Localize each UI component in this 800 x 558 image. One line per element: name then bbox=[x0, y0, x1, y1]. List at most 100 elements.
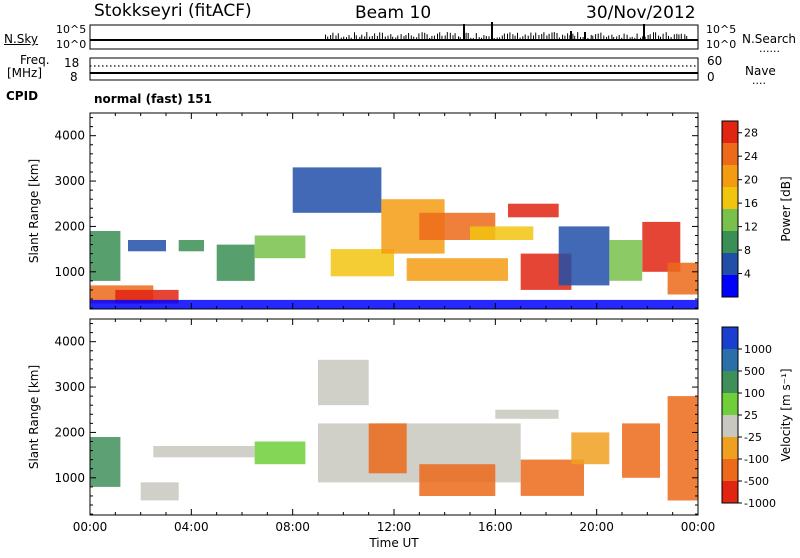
colorbar-swatch bbox=[722, 253, 738, 275]
scatter-region bbox=[140, 482, 179, 501]
scatter-region bbox=[495, 409, 559, 419]
y-tick-label: 1000 bbox=[54, 471, 85, 485]
colorbar-tick-label: -25 bbox=[744, 431, 762, 444]
scatter-region bbox=[558, 226, 610, 286]
colorbar-swatch bbox=[722, 121, 738, 143]
colorbar-swatch bbox=[722, 349, 738, 371]
freq-left-tick-top: 18 bbox=[64, 56, 80, 70]
noise-spikes bbox=[325, 22, 688, 40]
scatter-region bbox=[470, 226, 534, 240]
nave-right-tick-bottom: 0 bbox=[707, 70, 715, 84]
noise-panel-frame bbox=[89, 24, 699, 50]
colorbar-tick-label: 8 bbox=[744, 244, 751, 257]
y-tick-label: 2000 bbox=[54, 425, 85, 439]
velocity-panel: 1000 2000 3000 4000 00:00 04:00 08:00 12:00 16:0… bbox=[27, 318, 793, 550]
colorbar-tick-label: 4 bbox=[744, 268, 751, 281]
date-title: 30/Nov/2012 bbox=[586, 3, 696, 23]
nave-right-tick-top: 60 bbox=[707, 54, 723, 68]
freq-panel-frame bbox=[89, 57, 699, 81]
colorbar-frame bbox=[721, 120, 739, 298]
colorbar-tick-label: 100 bbox=[744, 387, 765, 400]
colorbar-swatch bbox=[722, 415, 738, 437]
scatter-region bbox=[368, 423, 407, 474]
noise-left-tick-bottom: 10^0 bbox=[56, 38, 87, 51]
noise-right-tick-bottom: 10^0 bbox=[706, 38, 737, 51]
colorbar-swatch bbox=[722, 275, 738, 297]
station-title: Stokkseyri (fitACF) bbox=[94, 1, 252, 21]
noise-right-tick-top: 10^5 bbox=[706, 23, 737, 36]
scatter-region bbox=[90, 437, 121, 487]
colorbar-tick-label: 20 bbox=[744, 174, 758, 187]
colorbar-tick-label: -500 bbox=[744, 475, 769, 488]
scatter-region bbox=[153, 446, 204, 458]
y-tick-label: 4000 bbox=[54, 129, 85, 143]
y-tick-label: 3000 bbox=[54, 380, 85, 394]
y-tick-label: 1000 bbox=[54, 265, 85, 279]
y-axis-label: Slant Range [km] bbox=[27, 365, 41, 469]
x-tick-label: 00:00 bbox=[73, 520, 108, 534]
colorbar-swatch bbox=[722, 371, 738, 393]
colorbar-swatch bbox=[722, 165, 738, 187]
freq-label-line2: [MHz] bbox=[7, 66, 43, 80]
colorbar-tick-label: 12 bbox=[744, 221, 758, 234]
scatter-region bbox=[406, 258, 508, 281]
scatter-region bbox=[571, 432, 610, 465]
colorbar-label: Power [dB] bbox=[779, 176, 793, 241]
panel-frame bbox=[89, 318, 699, 516]
scatter-region bbox=[667, 262, 698, 295]
scatter-region bbox=[128, 240, 166, 252]
scatter-region bbox=[667, 396, 698, 501]
nave-dots: .... bbox=[752, 74, 766, 87]
scatter-region bbox=[609, 240, 643, 281]
colorbar-tick-label: 24 bbox=[744, 150, 758, 163]
scatter-region bbox=[90, 231, 121, 281]
scatter-region bbox=[292, 167, 382, 213]
freq-left-tick-bottom: 8 bbox=[70, 70, 78, 84]
noise-left-tick-top: 10^5 bbox=[56, 23, 87, 36]
colorbar-swatch bbox=[722, 481, 738, 503]
nave-label: Nave bbox=[745, 64, 776, 78]
scatter-region bbox=[419, 464, 496, 496]
colorbar-swatch bbox=[722, 209, 738, 231]
x-tick-label: 16:00 bbox=[478, 520, 513, 534]
scatter-region bbox=[254, 235, 306, 259]
colorbar-swatch bbox=[722, 231, 738, 253]
colorbar-swatch bbox=[722, 187, 738, 209]
x-tick-label: 20:00 bbox=[579, 520, 614, 534]
y-tick-label: 4000 bbox=[54, 335, 85, 349]
nsearch-dots: ...... bbox=[759, 42, 780, 55]
scatter-region bbox=[178, 240, 204, 252]
colorbar-tick-label: -1000 bbox=[744, 497, 776, 510]
x-axis-label: Time UT bbox=[368, 536, 419, 550]
x-tick-label: 08:00 bbox=[275, 520, 310, 534]
colorbar-swatch bbox=[722, 437, 738, 459]
x-tick-label: 00:00 bbox=[681, 520, 716, 534]
scatter-region bbox=[204, 446, 255, 458]
y-tick-label: 2000 bbox=[54, 219, 85, 233]
colorbar-tick-label: 28 bbox=[744, 127, 758, 140]
colorbar-swatch bbox=[722, 327, 738, 349]
nsearch-label: N.Search bbox=[742, 32, 797, 46]
nsky-label: N.Sky bbox=[4, 32, 39, 46]
scatter-region bbox=[216, 244, 255, 281]
scatter-region bbox=[254, 441, 306, 465]
scatter-region bbox=[520, 459, 584, 496]
colorbar-swatch bbox=[722, 393, 738, 415]
power-panel: 1000 2000 3000 4000 Slant Range [km] 4 8 12 16 20… bbox=[27, 112, 793, 310]
colorbar-label: Velocity [m s⁻¹] bbox=[779, 368, 793, 461]
y-axis-label: Slant Range [km] bbox=[27, 159, 41, 263]
colorbar-tick-label: 25 bbox=[744, 409, 758, 422]
scatter-region bbox=[622, 423, 660, 478]
cpid-label: CPID bbox=[6, 89, 39, 103]
colorbar-tick-label: 1000 bbox=[744, 343, 772, 356]
freq-label-line1: Freq. bbox=[20, 53, 50, 67]
colorbar-tick-label: 500 bbox=[744, 365, 765, 378]
colorbar-swatch bbox=[722, 143, 738, 165]
colorbar-tick-label: -100 bbox=[744, 453, 769, 466]
colorbar-tick-label: 16 bbox=[744, 197, 758, 210]
x-tick-label: 12:00 bbox=[377, 520, 412, 534]
beam-title: Beam 10 bbox=[355, 3, 432, 23]
y-tick-label: 3000 bbox=[54, 174, 85, 188]
cpid-text: normal (fast) 151 bbox=[94, 92, 212, 106]
